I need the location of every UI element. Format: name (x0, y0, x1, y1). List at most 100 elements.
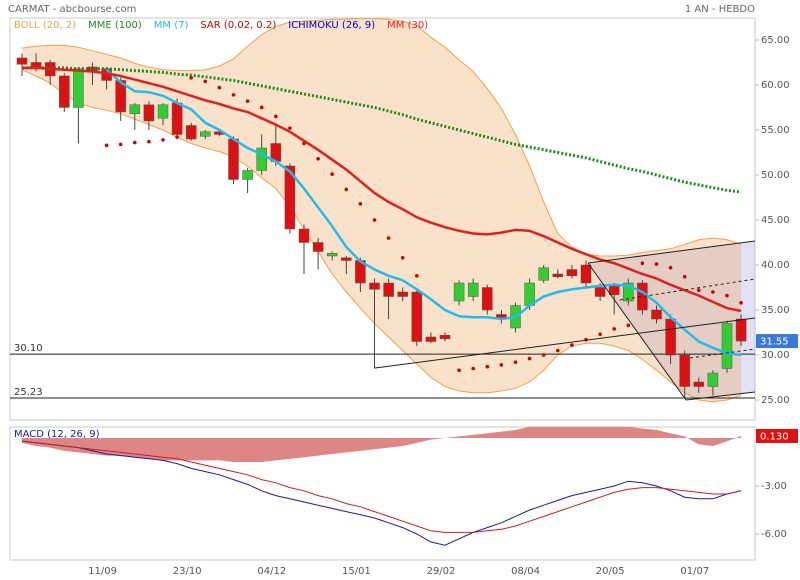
legend-entry: SAR (0.02, 0.2) (200, 20, 276, 31)
y-tick-label: 50.00 (761, 170, 790, 181)
trend-line (689, 348, 756, 359)
macd-line (21, 440, 742, 546)
sar-dot (556, 348, 560, 353)
candle-body (693, 381, 705, 387)
y-tick-label: 40.00 (761, 260, 790, 271)
x-tick-label: 23/10 (173, 566, 202, 577)
sar-dot (654, 262, 659, 266)
trend-lines (374, 240, 756, 401)
sar-dot (697, 288, 701, 293)
sar-dot (118, 142, 123, 147)
candle-body (679, 354, 690, 387)
sar-dot (147, 139, 151, 144)
trend-line (619, 278, 756, 301)
candle-body (298, 228, 310, 243)
chart-title: CARMAT - abcbourse.com (8, 4, 136, 15)
candle-body (608, 285, 620, 295)
sar-dot (189, 75, 193, 80)
sar-dot (386, 236, 391, 240)
candle-body (425, 336, 437, 342)
candle-body (200, 131, 211, 137)
candle-body (397, 291, 408, 297)
macd-frame (9, 426, 756, 561)
trend-line (587, 262, 687, 401)
sar-dot (133, 140, 137, 145)
sar-dot (739, 301, 743, 305)
candle-body (157, 104, 169, 119)
candle-body (59, 75, 70, 108)
sar-dot (668, 265, 673, 270)
legend-entry: BOLL (20, 2) (14, 20, 76, 31)
moving-average (22, 66, 742, 194)
y-tick-label: 65.00 (761, 35, 790, 46)
sar-dot (598, 332, 602, 337)
sar-dot (499, 363, 504, 367)
candle-body (228, 138, 239, 180)
candle-body (30, 62, 42, 68)
legend-entry: MM (7) (154, 20, 189, 31)
y-tick-label: 30.00 (761, 350, 790, 361)
sar-dot (104, 143, 109, 148)
sar-dot (541, 353, 546, 357)
candle-body (411, 291, 423, 342)
candle-body (482, 287, 493, 311)
sar-dot (231, 93, 236, 97)
sar-dot (344, 187, 349, 192)
trend-line (685, 391, 756, 401)
sar-dot (415, 273, 419, 278)
sar-dot (457, 368, 461, 373)
last-price-box (756, 334, 798, 349)
candle-body (623, 282, 634, 302)
bollinger-area (22, 18, 742, 402)
legend-entry: MME (100) (88, 20, 142, 31)
sar-dot (161, 138, 165, 142)
y-tick-label: 35.00 (761, 305, 790, 316)
candle-body (580, 264, 592, 284)
candle-body (185, 125, 197, 140)
macd-histogram (22, 427, 742, 463)
candle-body (312, 242, 324, 252)
bollinger-upper (21, 18, 742, 257)
y-tick-label: 60.00 (761, 80, 790, 91)
candle-body (129, 104, 141, 115)
sar-dot (259, 105, 264, 110)
overlay: CARMAT - abcbourse.com 1 AN - HEBDO 25.00 3… (8, 4, 798, 577)
y-tick-label: 45.00 (761, 215, 790, 226)
last-price: 31.55 (760, 337, 789, 348)
candle-body (637, 282, 648, 311)
candle-body (665, 318, 676, 356)
candle-body (439, 334, 451, 340)
sar-dot (372, 218, 377, 222)
candle-body (242, 170, 253, 180)
candle-body (369, 282, 380, 290)
candle-body (16, 57, 28, 65)
candle-body (707, 372, 719, 387)
trend-line (374, 317, 756, 369)
candle-body (256, 147, 267, 171)
candle-body (341, 257, 352, 261)
x-tick-label: 08/04 (511, 566, 540, 577)
y-tick-label: 25.00 (761, 395, 790, 406)
legend-entry: MM (30) (387, 20, 428, 31)
sar-dot (274, 114, 278, 119)
candle-body (552, 273, 564, 277)
level-label: 30.10 (14, 343, 43, 354)
sar-dot (288, 126, 292, 130)
chart-subtitle: 1 AN - HEBDO (685, 4, 755, 15)
sar-dot (527, 356, 532, 361)
sar-dot (330, 172, 335, 176)
sar-dot (570, 343, 574, 347)
candle-body (467, 282, 479, 297)
x-tick-label: 15/01 (342, 566, 371, 577)
y-tick-label: 55.00 (761, 125, 790, 136)
macd-plot (21, 427, 742, 546)
candle-body (721, 323, 733, 369)
candle-body (651, 309, 662, 320)
sar-dot (471, 366, 476, 371)
x-tick-label: 20/05 (596, 566, 625, 577)
x-tick-label: 11/09 (88, 566, 117, 577)
candle-body (453, 282, 465, 302)
sar-dot (640, 261, 645, 265)
candle-body (73, 68, 84, 108)
